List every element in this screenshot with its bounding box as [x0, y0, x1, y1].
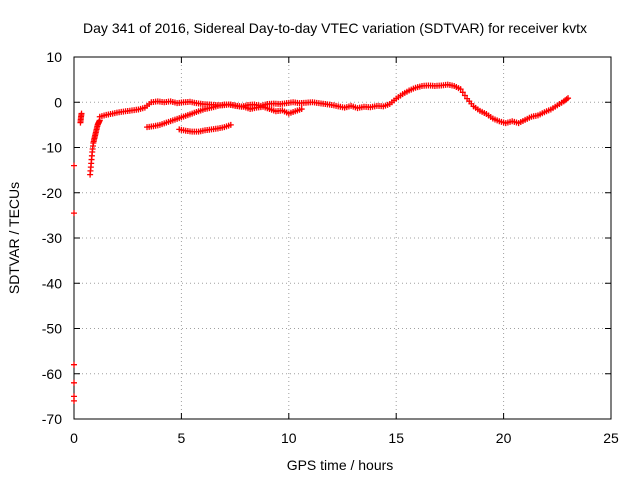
chart-title: Day 341 of 2016, Sidereal Day-to-day VTE…: [83, 20, 587, 36]
axis-ticks: 0 5 10 15 20 25 10 0 -10 -20 -30 -40 -50 -60 -70: [42, 49, 619, 446]
y-tick-label: -50: [42, 321, 62, 337]
data-point: [227, 121, 234, 128]
data-point: [298, 106, 305, 113]
data-point: [565, 95, 572, 102]
x-tick-label: 5: [178, 430, 186, 446]
data-point: [71, 162, 77, 169]
data-point-fill: [459, 89, 466, 96]
data-point: [71, 397, 77, 404]
series-early-arc: [77, 110, 103, 178]
y-tick-label: -40: [42, 275, 62, 291]
x-tick-label: 20: [496, 430, 512, 446]
data-point: [71, 361, 77, 368]
x-tick-label: 10: [281, 430, 297, 446]
y-tick-label: -30: [42, 230, 62, 246]
y-tick-label: 0: [54, 94, 62, 110]
series-outliers: [71, 162, 77, 404]
data-point: [78, 110, 85, 117]
data-point: [457, 86, 464, 93]
x-tick-label: 15: [388, 430, 404, 446]
y-axis-label: SDTVAR / TECUs: [6, 182, 22, 294]
x-tick-label: 0: [70, 430, 78, 446]
y-tick-label: -20: [42, 185, 62, 201]
x-axis-label: GPS time / hours: [287, 457, 394, 473]
data-point: [96, 117, 103, 124]
y-tick-label: -70: [42, 411, 62, 427]
series-lower-arc-1: [144, 101, 305, 131]
series-lower-arc-2: [176, 121, 234, 135]
y-tick-label: 10: [46, 49, 62, 65]
data-point: [71, 379, 77, 386]
x-tick-label: 25: [603, 430, 619, 446]
data-point: [71, 210, 77, 217]
data-point-fill: [461, 92, 468, 99]
data-marks: [71, 81, 572, 404]
y-tick-label: -60: [42, 366, 62, 382]
y-tick-label: -10: [42, 140, 62, 156]
grid: [74, 57, 611, 419]
